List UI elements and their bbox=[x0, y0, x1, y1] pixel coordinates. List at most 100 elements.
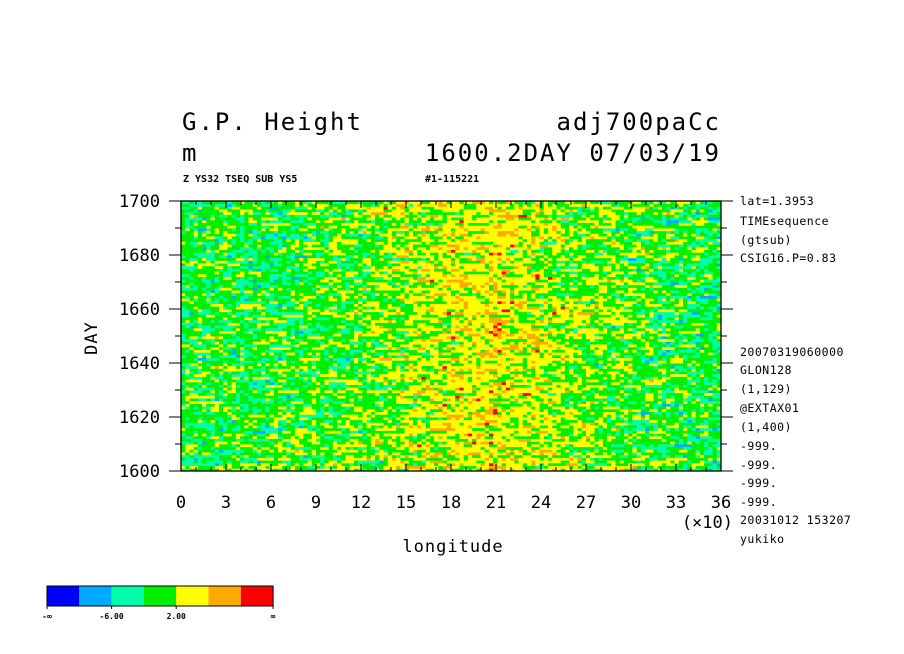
heatmap-cell bbox=[573, 425, 578, 429]
heatmap-cell bbox=[197, 465, 203, 469]
heatmap-cell bbox=[434, 430, 439, 434]
heatmap-cell bbox=[320, 460, 325, 464]
heatmap-cell bbox=[446, 427, 452, 431]
heatmap-cell bbox=[299, 452, 304, 456]
heatmap-cell bbox=[560, 419, 566, 423]
heatmap-cell bbox=[607, 400, 612, 404]
heatmap-cell bbox=[311, 457, 317, 461]
heatmap-cell bbox=[299, 457, 304, 461]
heatmap-cell bbox=[240, 365, 245, 369]
heatmap-cell bbox=[307, 465, 313, 469]
heatmap-cell bbox=[193, 390, 199, 394]
heatmap-cell bbox=[691, 430, 697, 434]
heatmap-cell bbox=[543, 449, 549, 453]
heatmap-cell bbox=[548, 368, 553, 372]
heatmap-cell bbox=[320, 387, 325, 391]
heatmap-cell bbox=[636, 414, 642, 418]
heatmap-cell bbox=[328, 417, 334, 421]
heatmap-cell bbox=[181, 406, 186, 410]
heatmap-cell bbox=[240, 425, 245, 429]
heatmap-cell bbox=[235, 438, 241, 442]
heatmap-cell bbox=[218, 462, 224, 466]
heatmap-cell bbox=[645, 435, 650, 439]
heatmap-cell bbox=[379, 435, 384, 439]
heatmap-cell bbox=[691, 457, 697, 461]
heatmap-cell bbox=[552, 403, 557, 407]
heatmap-cell bbox=[421, 403, 427, 407]
heatmap-cell bbox=[510, 408, 515, 412]
heatmap-cell bbox=[316, 403, 321, 407]
heatmap-cell bbox=[484, 381, 490, 385]
heatmap-cell bbox=[493, 462, 498, 466]
heatmap-cell bbox=[497, 433, 503, 437]
heatmap-cell bbox=[210, 454, 216, 458]
heatmap-cell bbox=[235, 452, 241, 456]
heatmap-cell bbox=[683, 403, 688, 407]
heatmap-cell bbox=[446, 398, 452, 402]
heatmap-cell bbox=[193, 384, 199, 388]
heatmap-cell bbox=[480, 417, 486, 421]
heatmap-cell bbox=[320, 390, 325, 394]
heatmap-cell bbox=[252, 417, 258, 421]
heatmap-cell bbox=[311, 400, 317, 404]
heatmap-cell bbox=[391, 419, 397, 423]
heatmap-cell bbox=[303, 452, 308, 456]
heatmap-cell bbox=[210, 387, 216, 391]
heatmap-cell bbox=[413, 376, 418, 380]
heatmap-cell bbox=[708, 417, 713, 421]
heatmap-cell bbox=[590, 427, 595, 431]
heatmap-cell bbox=[493, 371, 498, 375]
heatmap-cell bbox=[514, 400, 519, 404]
heatmap-cell bbox=[185, 446, 190, 450]
heatmap-cell bbox=[598, 384, 604, 388]
heatmap-cell bbox=[206, 398, 211, 402]
heatmap-cell bbox=[560, 446, 566, 450]
heatmap-cell bbox=[501, 379, 507, 383]
heatmap-cell bbox=[522, 468, 528, 472]
heatmap-cell bbox=[273, 462, 279, 466]
units-label: m bbox=[182, 139, 198, 167]
heatmap-cell bbox=[636, 462, 642, 466]
heatmap-cell bbox=[189, 449, 195, 453]
heatmap-cell bbox=[396, 408, 401, 412]
heatmap-cell bbox=[391, 465, 397, 469]
heatmap-cell bbox=[590, 449, 595, 453]
heatmap-cell bbox=[278, 454, 283, 458]
heatmap-cell bbox=[666, 414, 671, 418]
heatmap-cell bbox=[387, 444, 393, 448]
heatmap-cell bbox=[552, 438, 557, 442]
heatmap-cell bbox=[455, 368, 460, 372]
heatmap-cell bbox=[383, 365, 389, 369]
heatmap-cell bbox=[518, 422, 524, 426]
heatmap-cell bbox=[522, 371, 528, 375]
heatmap-cell bbox=[649, 387, 654, 391]
heatmap-cell bbox=[307, 376, 313, 380]
heatmap-cell bbox=[366, 387, 372, 391]
heatmap-cell bbox=[404, 452, 410, 456]
heatmap-cell bbox=[396, 381, 401, 385]
heatmap-cell bbox=[657, 468, 663, 472]
heatmap-cell bbox=[594, 449, 600, 453]
heatmap-cell bbox=[442, 427, 448, 431]
heatmap-cell bbox=[442, 465, 448, 469]
heatmap-cell bbox=[556, 454, 562, 458]
heatmap-cell bbox=[653, 468, 659, 472]
heatmap-cell bbox=[704, 417, 709, 421]
heatmap-cell bbox=[581, 457, 587, 461]
heatmap-cell bbox=[181, 452, 186, 456]
heatmap-cell bbox=[708, 411, 713, 415]
heatmap-cell bbox=[615, 381, 621, 385]
heatmap-cell bbox=[278, 400, 283, 404]
heatmap-cell bbox=[577, 441, 583, 445]
heatmap-cell bbox=[189, 392, 195, 396]
heatmap-cell bbox=[248, 403, 254, 407]
heatmap-cell bbox=[413, 425, 418, 429]
heatmap-cell bbox=[497, 406, 503, 410]
heatmap-cell bbox=[286, 414, 292, 418]
heatmap-cell bbox=[451, 460, 456, 464]
heatmap-cell bbox=[531, 376, 536, 380]
heatmap-cell bbox=[522, 411, 528, 415]
heatmap-cell bbox=[577, 462, 583, 466]
heatmap-cell bbox=[569, 433, 574, 437]
heatmap-cell bbox=[210, 462, 216, 466]
